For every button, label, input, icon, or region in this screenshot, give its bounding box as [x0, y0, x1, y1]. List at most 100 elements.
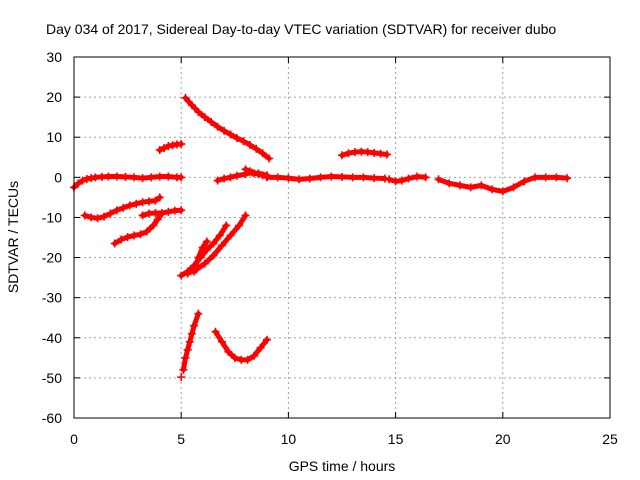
data-point: [224, 347, 233, 356]
data-point: [110, 239, 119, 248]
y-tick-label: -50: [42, 370, 62, 386]
data-point: [250, 351, 259, 360]
x-tick-label: 15: [388, 431, 404, 447]
data-point: [250, 169, 259, 178]
tick-layer: 0 5 10 15 20 25 30 20 10 0 -10 -20 -30 -40 -50 -60: [42, 49, 618, 447]
data-point: [145, 197, 154, 206]
y-tick-label: -10: [42, 209, 62, 225]
data-point: [155, 172, 164, 181]
data-point: [149, 221, 158, 230]
data-point: [232, 171, 241, 180]
data-point: [106, 209, 115, 218]
data-point: [151, 196, 160, 205]
data-point: [194, 253, 203, 262]
data-point: [194, 107, 203, 116]
x-tick-label: 0: [70, 431, 78, 447]
data-point: [466, 183, 475, 192]
data-point: [190, 267, 199, 276]
data-point: [338, 151, 346, 160]
data-point: [200, 113, 209, 122]
data-point: [207, 117, 216, 126]
x-tick-label: 25: [602, 431, 618, 447]
data-point: [160, 144, 169, 153]
data-point: [198, 243, 207, 252]
data-point: [258, 149, 267, 158]
data-point: [413, 172, 422, 181]
data-point: [177, 373, 186, 382]
data-point: [209, 251, 218, 260]
data-point: [376, 149, 385, 158]
data-point: [445, 179, 454, 188]
data-point: [177, 140, 186, 149]
data-point: [552, 173, 561, 182]
data-point: [194, 309, 203, 318]
y-tick-label: 0: [54, 169, 62, 185]
data-point: [117, 235, 126, 244]
data-point: [157, 209, 166, 218]
data-point: [123, 233, 132, 242]
data-point: [520, 177, 529, 186]
data-point: [132, 199, 141, 208]
data-point: [93, 214, 102, 223]
data-point: [370, 148, 379, 157]
data-point: [262, 335, 271, 344]
data-point: [243, 355, 252, 364]
data-point: [284, 174, 293, 183]
data-point: [130, 173, 139, 182]
data-point: [153, 215, 162, 224]
data-point: [363, 148, 372, 157]
data-point: [155, 146, 164, 155]
data-point: [213, 122, 222, 131]
data-point: [245, 140, 254, 149]
data-point: [121, 172, 130, 181]
data-point: [164, 207, 173, 216]
data-point: [232, 134, 241, 143]
data-point: [370, 174, 379, 183]
data-point: [541, 173, 550, 182]
data-point: [213, 176, 222, 185]
data-point: [434, 175, 443, 184]
data-point: [217, 241, 226, 250]
data-point: [187, 101, 196, 110]
y-tick-label: -60: [42, 410, 62, 426]
data-point: [112, 172, 121, 181]
data-point: [241, 165, 250, 174]
data-point: [258, 171, 267, 180]
plot-frame: [73, 56, 611, 419]
data-point: [359, 173, 368, 182]
data-layer: [70, 93, 572, 382]
chart-title: Day 034 of 2017, Sidereal Day-to-day VTE…: [46, 21, 556, 37]
data-point: [252, 144, 261, 153]
data-point: [80, 211, 89, 220]
data-point: [327, 172, 336, 181]
data-point: [226, 231, 235, 240]
y-axis-label: SDTVAR / TECUs: [5, 181, 21, 293]
grid-layer: [74, 57, 610, 418]
data-point: [138, 211, 147, 220]
data-point: [87, 174, 96, 183]
data-point: [177, 173, 186, 182]
data-point: [254, 170, 263, 179]
data-point: [265, 154, 274, 163]
data-point: [187, 329, 196, 338]
data-point: [220, 174, 229, 183]
data-point: [164, 172, 173, 181]
y-tick-label: -30: [42, 290, 62, 306]
data-point: [100, 212, 109, 221]
data-point: [455, 181, 464, 190]
data-point: [398, 176, 407, 185]
data-point: [78, 176, 87, 185]
y-tick-label: -40: [42, 330, 62, 346]
data-point: [190, 321, 199, 330]
data-point: [383, 150, 392, 159]
data-point: [226, 130, 235, 139]
x-tick-label: 10: [281, 431, 297, 447]
data-point: [119, 203, 128, 212]
series-trace: [213, 329, 270, 363]
x-axis-label: GPS time / hours: [289, 458, 396, 474]
data-point: [338, 172, 346, 181]
data-point: [147, 173, 156, 182]
series-band: [213, 329, 270, 363]
data-point: [509, 183, 518, 192]
